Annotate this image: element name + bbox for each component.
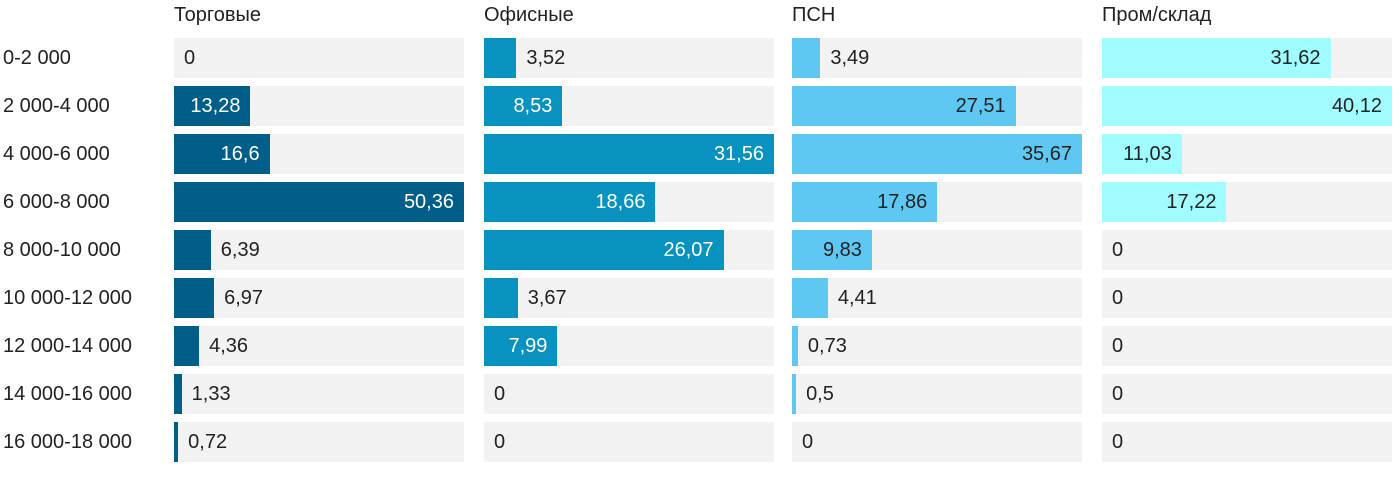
data-label: 0,73 xyxy=(807,335,847,357)
bar-track xyxy=(792,374,1082,414)
bar xyxy=(792,374,797,414)
data-label: 17,22 xyxy=(1166,191,1217,213)
bar-track xyxy=(484,278,774,318)
data-label: 0 xyxy=(494,431,506,453)
bar xyxy=(174,326,200,366)
bar-track xyxy=(174,38,464,78)
bar xyxy=(174,278,215,318)
category-label: 4 000-6 000 xyxy=(3,143,110,165)
bar-track xyxy=(174,374,464,414)
data-label: 0 xyxy=(1112,335,1124,357)
bar xyxy=(792,230,872,270)
category-label: 14 000-16 000 xyxy=(3,383,133,405)
data-label: 31,56 xyxy=(713,143,764,165)
bar-track xyxy=(1102,230,1392,270)
data-label: 26,07 xyxy=(663,239,714,261)
bar xyxy=(1102,134,1182,174)
category-label: 2 000-4 000 xyxy=(3,95,110,117)
bar xyxy=(484,38,517,78)
data-label: 3,67 xyxy=(527,287,567,309)
data-label: 4,36 xyxy=(209,335,249,357)
data-label: 31,62 xyxy=(1270,47,1321,69)
panel-title: ПСН xyxy=(792,4,836,26)
bar-track xyxy=(1102,374,1392,414)
bar xyxy=(484,182,656,222)
bar xyxy=(174,86,251,126)
bar xyxy=(1102,38,1331,78)
bar xyxy=(484,230,724,270)
bar xyxy=(484,86,563,126)
data-label: 0 xyxy=(802,431,814,453)
bar-track xyxy=(1102,278,1392,318)
data-label: 0 xyxy=(184,47,196,69)
data-label: 35,67 xyxy=(1021,143,1072,165)
data-label: 1,33 xyxy=(191,383,231,405)
bar xyxy=(792,182,938,222)
data-label: 11,03 xyxy=(1123,143,1172,165)
data-label: 0 xyxy=(494,383,506,405)
bar xyxy=(174,374,182,414)
category-label: 8 000-10 000 xyxy=(3,239,121,261)
data-label: 4,41 xyxy=(837,287,877,309)
data-label: 17,86 xyxy=(877,191,928,213)
bar-track xyxy=(174,422,464,462)
bar-track xyxy=(484,374,774,414)
bar-track xyxy=(1102,422,1392,462)
bar-track xyxy=(174,326,464,366)
category-label: 12 000-14 000 xyxy=(3,335,133,357)
panel-title: Офисные xyxy=(484,4,574,26)
bar xyxy=(484,134,774,174)
bar xyxy=(1102,86,1392,126)
bar xyxy=(1102,182,1227,222)
data-label: 8,53 xyxy=(513,95,553,117)
bar-track xyxy=(792,278,1082,318)
category-label: 10 000-12 000 xyxy=(3,287,133,309)
bar-track xyxy=(484,422,774,462)
data-label: 40,12 xyxy=(1331,95,1382,117)
bar-track xyxy=(792,326,1082,366)
data-label: 0,5 xyxy=(806,383,834,405)
bar-track xyxy=(1102,326,1392,366)
data-label: 3,52 xyxy=(526,47,566,69)
bar xyxy=(174,182,464,222)
data-label: 9,83 xyxy=(822,239,862,261)
bar xyxy=(792,86,1016,126)
category-label: 0-2 000 xyxy=(3,47,71,69)
bar xyxy=(792,278,828,318)
data-label: 18,66 xyxy=(595,191,646,213)
data-label: 27,51 xyxy=(955,95,1006,117)
bar-track xyxy=(792,422,1082,462)
bar-track xyxy=(484,38,774,78)
data-label: 0 xyxy=(1112,287,1124,309)
bar-track xyxy=(792,38,1082,78)
data-label: 13,28 xyxy=(190,95,241,117)
bar xyxy=(174,134,270,174)
panel-title: Пром/склад xyxy=(1102,4,1212,26)
category-label: 16 000-18 000 xyxy=(3,431,133,453)
data-label: 0 xyxy=(1112,431,1124,453)
bar xyxy=(174,230,211,270)
bar-track xyxy=(174,278,464,318)
bar xyxy=(792,38,821,78)
panel-title: Торговые xyxy=(174,4,262,26)
bar xyxy=(174,422,179,462)
data-label: 6,39 xyxy=(220,239,260,261)
bar xyxy=(792,134,1082,174)
data-label: 16,6 xyxy=(220,143,260,165)
data-label: 50,36 xyxy=(403,191,454,213)
data-label: 7,99 xyxy=(508,335,548,357)
bar xyxy=(792,326,798,366)
bar xyxy=(484,326,558,366)
data-label: 3,49 xyxy=(830,47,870,69)
data-label: 0 xyxy=(1112,383,1124,405)
data-label: 0,72 xyxy=(188,431,228,453)
category-label: 6 000-8 000 xyxy=(3,191,110,213)
bar xyxy=(484,278,518,318)
data-label: 6,97 xyxy=(224,287,264,309)
bar-track xyxy=(174,230,464,270)
data-label: 0 xyxy=(1112,239,1124,261)
